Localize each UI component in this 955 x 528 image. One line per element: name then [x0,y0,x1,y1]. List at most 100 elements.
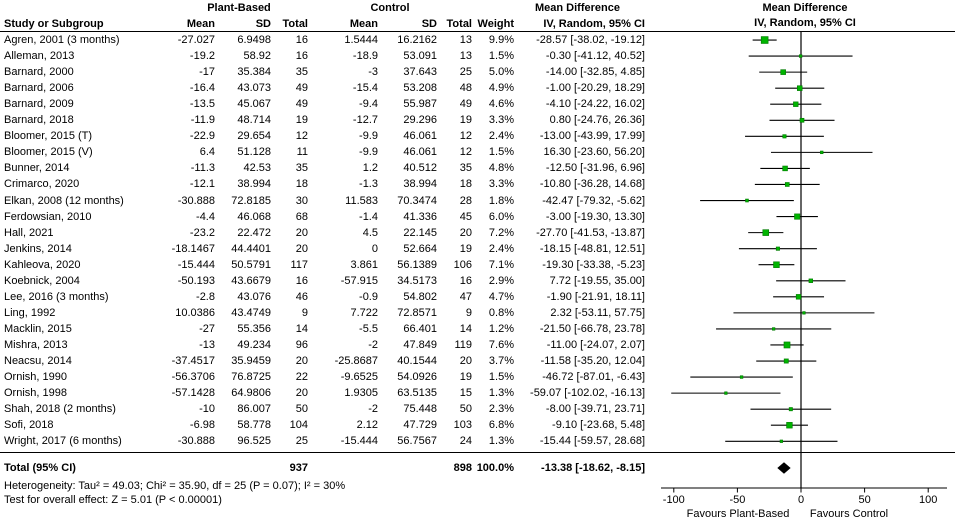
cell-pb_mean: -11.9 [190,114,215,127]
cell-md_label: -42.47 [-79.32, -5.62] [542,194,645,207]
cell-study: Bloomer, 2015 (V) [4,146,93,159]
cell-pb_sd: 64.9806 [231,387,271,400]
cell-md_label: -0.30 [-41.12, 40.52] [545,50,645,63]
study-row: Shah, 2018 (2 months) -10 86.007 50 -2 75.448… [0,401,651,417]
cell-study: Agren, 2001 (3 months) [4,34,120,46]
total-md-ci: -13.38 [-18.62, -8.15] [541,462,645,474]
cell-c_total: 28 [459,194,472,207]
cell-weight: 7.2% [488,226,514,239]
cell-weight: 9.9% [488,34,514,46]
cell-study: Alleman, 2013 [4,50,75,63]
cell-weight: 3.7% [488,355,514,367]
cell-weight: 1.3% [488,435,514,448]
cell-c_total: 25 [459,66,472,79]
cell-pb_mean: 10.0386 [175,306,215,319]
cell-c_sd: 75.448 [403,403,437,416]
cell-md_label: -1.90 [-21.91, 18.11] [546,290,645,303]
axis-tick-label: -100 [663,494,685,506]
col-header-pb-sd: SD [255,18,271,30]
cell-pb_sd: 35.384 [237,66,271,79]
cell-md_label: -12.50 [-31.96, 6.96] [545,162,645,175]
cell-pb_mean: -23.2 [189,226,215,239]
cell-c_total: 18 [459,178,472,191]
cell-c_sd: 63.5135 [397,387,437,400]
cell-c_sd: 56.7567 [397,435,437,448]
effect-marker [783,341,791,349]
cell-md_label: -11.58 [-35.20, 12.04] [540,355,645,367]
effect-marker [762,229,770,236]
total-diamond [777,462,791,474]
cell-pb_total: 49 [295,98,308,111]
cell-pb_total: 16 [295,274,308,287]
cell-pb_mean: -27.027 [177,34,215,46]
cell-c_total: 14 [459,322,472,335]
cell-weight: 2.4% [488,130,514,143]
cell-pb_sd: 43.076 [237,290,271,303]
cell-pb_sd: 50.5791 [231,258,271,271]
cell-c_total: 15 [459,387,472,400]
cell-c_mean: -15.4 [352,82,378,95]
cell-c_mean: 3.861 [350,258,378,271]
effect-marker [760,36,769,44]
cell-pb_mean: -30.888 [177,194,215,207]
forest-plot-canvas: -100 -50 0 50 100 Favours Plant-Based Favours … [661,32,947,520]
cell-c_mean: -9.9 [359,130,378,143]
cell-pb_total: 68 [295,210,308,223]
cell-pb_mean: -19.2 [189,50,215,63]
cell-pb_mean: -30.888 [177,435,215,448]
cell-pb_sd: 22.472 [237,226,271,239]
effect-marker [786,422,793,429]
cell-c_sd: 72.8571 [397,306,437,319]
cell-weight: 3.3% [488,178,514,191]
cell-pb_sd: 86.007 [237,403,271,416]
cell-c_sd: 70.3474 [397,194,437,207]
cell-md_label: -15.44 [-59.57, 28.68] [539,435,645,448]
cell-pb_sd: 44.4401 [231,242,271,255]
heterogeneity-note: Heterogeneity: Tau² = 49.03; Chi² = 35.9… [4,480,346,492]
cell-c_mean: 1.9305 [344,387,378,400]
cell-weight: 2.3% [488,403,514,416]
cell-c_sd: 47.729 [403,419,437,432]
column-header-row: Study or Subgroup Mean SD Total Mean SD … [0,16,651,32]
cell-c_mean: -2 [368,403,378,416]
cell-c_sd: 46.061 [403,146,437,159]
axis-tick-label: -50 [729,494,745,506]
cell-c_sd: 53.208 [403,82,437,95]
study-row: Barnard, 2000 -17 35.384 35 -3 37.643 25 5.0% -1… [0,64,651,80]
axis-tick-label: 0 [798,494,804,506]
study-row: Neacsu, 2014 -37.4517 35.9459 20 -25.8687 40.… [0,353,651,369]
cell-pb_mean: -4.4 [196,210,215,223]
cell-weight: 7.1% [488,258,514,271]
effect-marker [799,117,805,123]
cell-c_sd: 56.1389 [397,258,437,271]
cell-c_sd: 41.336 [403,210,437,223]
cell-c_mean: -15.444 [340,435,378,448]
cell-weight: 1.5% [488,50,514,63]
study-row: Jenkins, 2014 -18.1467 44.4401 20 0 52.664 19 2… [0,241,651,257]
effect-marker [775,246,780,251]
cell-c_total: 50 [459,403,472,416]
cell-c_mean: 0 [371,242,378,255]
cell-md_label: -21.50 [-66.78, 23.78] [539,322,645,335]
cell-c_mean: -2 [368,338,378,351]
cell-c_total: 48 [459,82,472,95]
cell-study: Mishra, 2013 [4,338,68,351]
cell-pb_mean: -50.193 [177,274,215,287]
cell-md_label: -13.00 [-43.99, 17.99] [539,130,645,143]
cell-c_mean: -5.5 [359,322,378,335]
cell-study: Barnard, 2006 [4,82,74,95]
cell-md_label: -28.57 [-38.02, -19.12] [536,34,645,46]
cell-c_mean: 1.2 [362,162,378,175]
header-divider-line [0,31,955,32]
cell-weight: 2.9% [488,274,514,287]
cell-pb_total: 18 [295,178,308,191]
col-header-weight: Weight [477,18,514,30]
effect-marker [724,391,728,395]
cell-pb_mean: -6.98 [189,419,215,432]
cell-c_total: 103 [453,419,472,432]
cell-md_label: -46.72 [-87.01, -6.43] [542,371,645,384]
effect-marker [820,150,824,155]
cell-md_label: 16.30 [-23.60, 56.20] [543,146,645,159]
effect-marker [780,69,786,75]
cell-pb_sd: 29.654 [237,130,271,143]
